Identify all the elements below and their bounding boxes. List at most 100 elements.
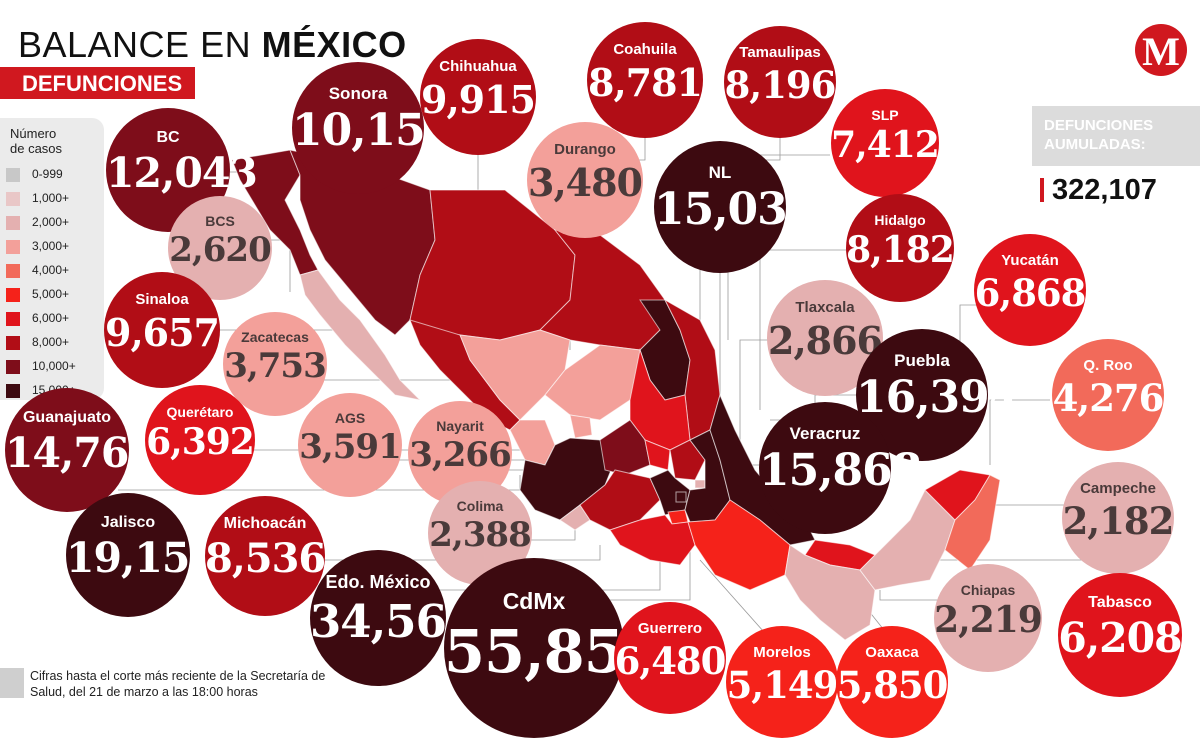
state-value: 4,276 [1052, 375, 1165, 420]
state-circle: Puebla 16,394 [856, 329, 1019, 461]
cumulative-value-box: 322,107 [1032, 166, 1200, 219]
state-circle: Querétaro 6,392 [145, 385, 255, 495]
state-ags [569, 414, 593, 439]
state-circle: Edo. México 34,569 [310, 550, 477, 686]
legend-label: 1,000+ [32, 191, 70, 205]
legend-label: 3,000+ [32, 239, 70, 253]
cumulative-label-line2: AUMULADAS: [1044, 136, 1146, 153]
state-value: 19,158 [66, 533, 218, 582]
state-value: 8,536 [205, 535, 326, 583]
state-name: SLP [871, 106, 899, 123]
state-circle: Yucatán 6,868 [974, 234, 1086, 346]
state-circle: Coahuila 8,781 [587, 22, 703, 138]
cumulative-panel: DEFUNCIONES AUMULADAS: 322,107 [1032, 106, 1200, 219]
state-circle: Sonora 10,154 [292, 62, 455, 194]
legend-title-line1: Número [10, 126, 57, 141]
cumulative-label: DEFUNCIONES AUMULADAS: [1044, 116, 1153, 154]
state-circle: Veracruz 15,868 [759, 402, 922, 534]
state-circle: SLP 7,412 [831, 89, 940, 197]
state-value: 2,620 [169, 230, 271, 271]
state-circle: Oaxaca 5,850 [836, 626, 948, 738]
state-value: 9,915 [421, 77, 536, 123]
legend-swatch [6, 264, 20, 278]
state-value: 6,208 [1058, 613, 1182, 662]
legend-swatch [6, 288, 20, 302]
note-marker [0, 668, 24, 698]
subtitle-banner: DEFUNCIONES [0, 67, 195, 99]
legend-label: 10,000+ [32, 359, 76, 373]
cumulative-marker [1040, 178, 1044, 202]
state-value: 6,868 [974, 270, 1087, 315]
legend-swatch [6, 216, 20, 230]
state-hidalgo [669, 439, 706, 481]
state-value: 9,657 [105, 310, 220, 356]
state-value: 2,219 [934, 599, 1043, 642]
state-name: Jalisco [100, 513, 156, 531]
state-name: Morelos [753, 644, 811, 662]
state-name: CdMx [502, 588, 566, 615]
legend-label: 8,000+ [32, 335, 70, 349]
state-value: 3,266 [409, 435, 511, 476]
state-value: 8,182 [846, 229, 955, 272]
state-name: Sonora [328, 83, 388, 103]
state-name: Chiapas [960, 581, 1016, 598]
state-name: Tlaxcala [795, 299, 855, 317]
logo-letter: M [1142, 29, 1180, 74]
state-cdmx [675, 491, 687, 503]
state-circle: Hidalgo 8,182 [846, 194, 955, 302]
title-bold: MÉXICO [261, 24, 407, 65]
state-name: Chihuahua [439, 58, 517, 76]
state-value: 3,753 [224, 346, 326, 387]
state-circle: Morelos 5,149 [726, 626, 838, 738]
state-name: Coahuila [613, 41, 677, 59]
title-light: BALANCE EN [18, 24, 252, 65]
state-name: Edo. México [325, 572, 431, 593]
state-circle: Guanajuato 14,765 [5, 388, 157, 512]
state-name: Michoacán [223, 515, 307, 533]
state-jalisco [519, 437, 616, 521]
subtitle-text: DEFUNCIONES [22, 71, 183, 96]
state-value: 10,154 [292, 105, 455, 157]
state-value: 55,857 [444, 617, 665, 687]
legend-swatch [6, 384, 20, 398]
state-value: 6,392 [146, 421, 255, 464]
cumulative-value: 322,107 [1052, 174, 1157, 206]
state-circle: Jalisco 19,158 [66, 493, 218, 617]
state-name: Oaxaca [865, 644, 919, 662]
state-name: Q. Roo [1083, 357, 1133, 375]
legend: Número de casos 0-999 1,000+ 2,000+ 3,000+ 4… [0, 118, 104, 400]
state-name: Puebla [894, 350, 950, 370]
state-name: Veracruz [789, 423, 861, 443]
state-value: 34,569 [310, 594, 477, 648]
state-value: 5,850 [836, 662, 949, 707]
legend-label: 2,000+ [32, 215, 70, 229]
state-value: 15,868 [759, 445, 922, 497]
state-name: Yucatán [1001, 252, 1059, 270]
state-value: 5,149 [726, 662, 839, 707]
state-campeche [859, 489, 956, 591]
state-circle: Zacatecas 3,753 [223, 312, 327, 416]
state-value: 7,412 [831, 124, 940, 167]
state-qroo [944, 474, 1001, 571]
state-name: Sinaloa [135, 291, 189, 309]
legend-swatch [6, 336, 20, 350]
legend-swatch [6, 360, 20, 374]
state-oaxaca [687, 499, 791, 591]
state-name: Tabasco [1088, 593, 1152, 611]
state-name: Durango [554, 141, 616, 159]
state-tlaxcala [694, 479, 706, 489]
state-chiapas [784, 544, 876, 641]
state-circle: Guerrero 6,480 [614, 602, 726, 714]
state-circle: Tamaulipas 8,196 [724, 26, 836, 138]
legend-label: 4,000+ [32, 263, 70, 277]
state-name: Tamaulipas [739, 44, 821, 62]
legend-label: 5,000+ [32, 287, 70, 301]
state-name: Campeche [1080, 480, 1156, 498]
state-name: AGS [334, 409, 366, 426]
state-circle: Durango 3,480 [527, 122, 643, 238]
state-name: Zacatecas [241, 328, 309, 345]
state-circle: Colima 2,388 [428, 481, 532, 585]
state-value: 8,196 [724, 62, 837, 107]
legend-title: Número de casos [10, 126, 62, 156]
